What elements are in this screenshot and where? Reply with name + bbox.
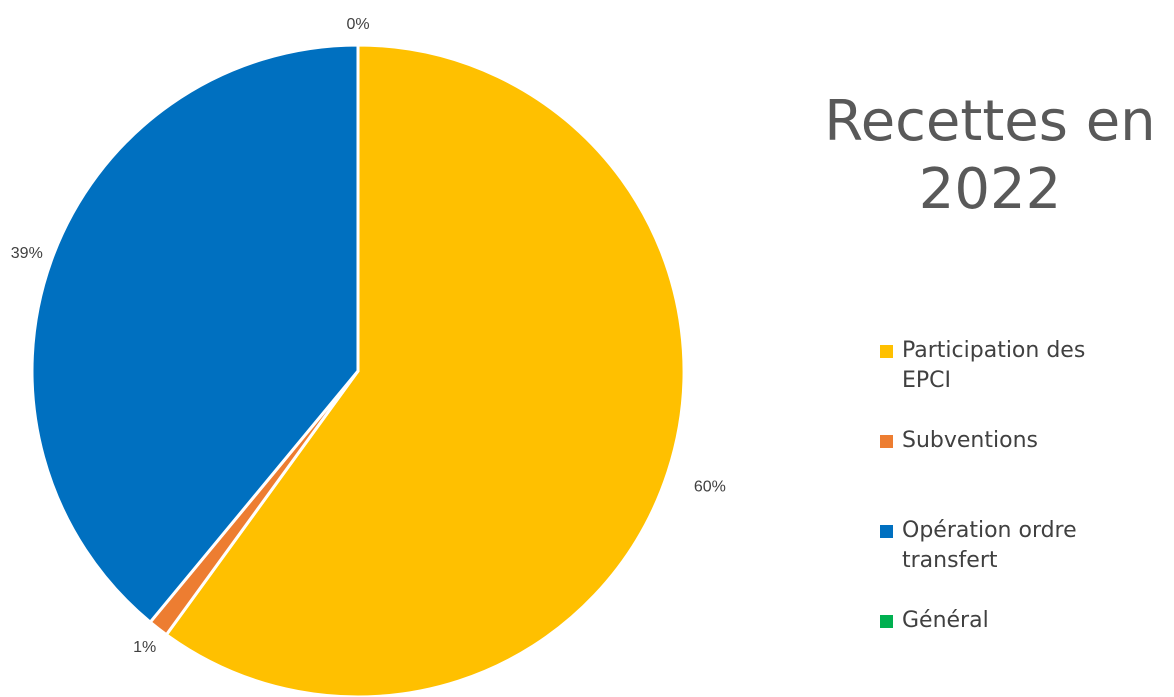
legend-swatch-general bbox=[880, 615, 893, 628]
legend-item-operation-ordre-transfert: Opération ordre transfert bbox=[880, 516, 1162, 576]
legend-label-general: Général bbox=[902, 606, 1162, 636]
data-labels: 60% 1% 39% 0% bbox=[11, 16, 726, 656]
legend-swatch-participation bbox=[880, 345, 893, 358]
legend-label-general-line-1: Général bbox=[902, 608, 989, 633]
chart-title: Recettes en 2022 bbox=[800, 88, 1174, 224]
legend-label-participation-line-1: Participation des bbox=[902, 338, 1086, 363]
data-label-operation-ordre-transfert: 39% bbox=[11, 245, 43, 262]
chart-title-line-1: Recettes en bbox=[824, 89, 1156, 154]
legend-swatch-subventions bbox=[880, 435, 893, 448]
data-label-subventions: 1% bbox=[133, 639, 156, 656]
pie-slices bbox=[30, 43, 686, 697]
legend-label-operation-line-2: transfert bbox=[902, 548, 998, 573]
data-label-participation-des-epci: 60% bbox=[694, 478, 726, 495]
legend-label-participation-line-2: EPCI bbox=[902, 368, 952, 393]
legend-item-participation-des-epci: Participation des EPCI bbox=[880, 336, 1162, 396]
pie-slice-participation-des-epci bbox=[164, 43, 686, 697]
legend-item-general: Général bbox=[880, 606, 1162, 636]
pie-slice-operation-ordre-transfert bbox=[30, 43, 360, 625]
legend-label-operation: Opération ordre transfert bbox=[902, 516, 1162, 576]
legend-label-operation-line-1: Opération ordre bbox=[902, 518, 1077, 543]
legend-label-subventions-line-1: Subventions bbox=[902, 428, 1038, 453]
chart-title-line-2: 2022 bbox=[918, 157, 1062, 222]
legend-label-participation: Participation des EPCI bbox=[902, 336, 1162, 396]
data-label-general: 0% bbox=[346, 16, 369, 33]
legend-item-subventions: Subventions bbox=[880, 426, 1162, 456]
legend-swatch-operation bbox=[880, 525, 893, 538]
legend-label-subventions: Subventions bbox=[902, 426, 1162, 456]
